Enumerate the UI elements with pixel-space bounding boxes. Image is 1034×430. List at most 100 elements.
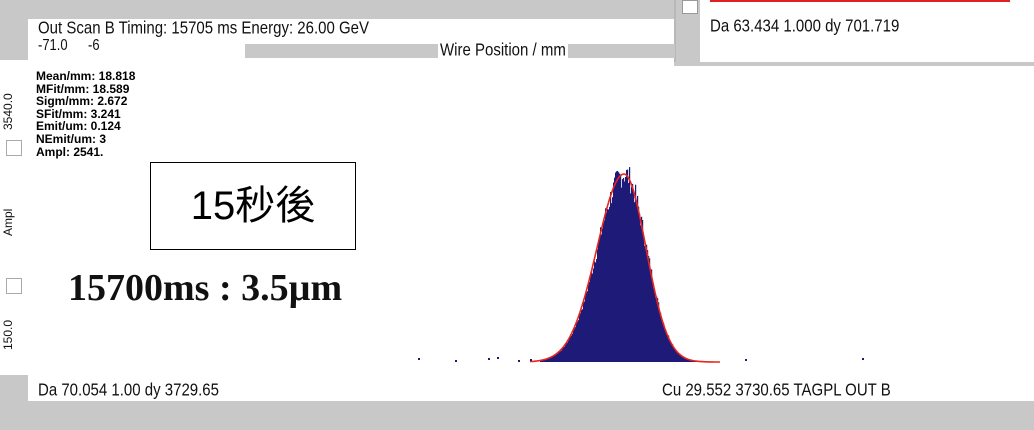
- histogram-bar: [587, 291, 589, 362]
- histogram-bar: [691, 360, 693, 362]
- histogram-bar: [632, 183, 634, 362]
- histogram-bar: [595, 262, 597, 362]
- stat-mean: Mean/mm: 18.818: [36, 69, 136, 83]
- histogram-bar: [629, 167, 631, 362]
- histogram-bar: [573, 328, 575, 362]
- histogram-bar: [653, 288, 655, 362]
- histogram-bar: [561, 350, 563, 362]
- histogram-bar: [666, 332, 668, 362]
- histogram-bar: [584, 301, 586, 362]
- histogram-bar: [598, 240, 600, 362]
- histogram-bar: [646, 244, 648, 362]
- bottom-right-readout: Cu 29.552 3730.65 TAGPL OUT B: [662, 380, 891, 401]
- histogram-bar: [641, 216, 643, 362]
- histogram-bar: [583, 299, 585, 362]
- histogram-bar: [603, 223, 605, 362]
- range-right: -6: [88, 36, 100, 54]
- histogram-bar: [570, 335, 572, 362]
- histogram-bar: [658, 302, 660, 362]
- gaussian-fit-curve: [529, 173, 720, 363]
- histogram-bar: [582, 309, 584, 362]
- histogram-bar: [628, 183, 630, 362]
- histogram-bar: [542, 360, 544, 362]
- histogram-bar: [555, 355, 557, 362]
- noise-point: [418, 358, 420, 360]
- histogram-bar: [675, 349, 677, 362]
- histogram-bar: [589, 282, 591, 362]
- histogram-bar: [610, 192, 612, 362]
- yaxis-strip: [0, 60, 28, 375]
- histogram-bar: [556, 353, 558, 362]
- histogram-bar: [601, 234, 603, 362]
- histogram-bar: [618, 172, 620, 362]
- histogram-bar: [636, 201, 638, 362]
- histogram-bar: [608, 209, 610, 362]
- histogram-bar: [606, 212, 608, 362]
- histogram-bar: [679, 353, 681, 362]
- histogram-bar: [541, 360, 543, 362]
- histogram-bar: [664, 328, 666, 362]
- histogram-bar: [563, 346, 565, 362]
- histogram-bar: [569, 338, 571, 362]
- histogram-bar: [673, 347, 675, 362]
- histogram-bar: [657, 298, 659, 362]
- histogram-bar: [624, 181, 626, 362]
- histogram-bar: [593, 268, 595, 362]
- histogram-bar: [578, 320, 580, 362]
- histogram-bar: [577, 321, 579, 362]
- histogram-bar: [564, 346, 566, 362]
- histogram-bar: [639, 213, 641, 362]
- histogram-bar: [574, 328, 576, 362]
- histogram-bar: [611, 203, 613, 362]
- histogram-bar: [615, 172, 617, 362]
- histogram-bar: [690, 360, 692, 362]
- histogram-bar: [649, 258, 651, 362]
- histogram-bar: [548, 358, 550, 362]
- red-accent-line: [710, 0, 1010, 2]
- checkbox[interactable]: [682, 0, 698, 14]
- histogram-bar: [547, 358, 549, 362]
- histogram-bar: [590, 273, 592, 362]
- histogram-bar: [566, 342, 568, 362]
- noise-point: [488, 358, 490, 360]
- histogram-bar: [552, 356, 554, 362]
- histogram-bar: [623, 177, 625, 362]
- histogram-bar: [683, 356, 685, 362]
- histogram-bar: [684, 357, 686, 362]
- histogram-bar: [609, 206, 611, 362]
- histogram-bar: [634, 202, 636, 362]
- stats-block: Mean/mm: 18.818 MFit/mm: 18.589 Sigm/mm:…: [36, 70, 135, 158]
- histogram-bar: [553, 356, 555, 362]
- histogram-bar: [642, 220, 644, 362]
- histogram-bar: [660, 312, 662, 362]
- histogram-bar: [622, 179, 624, 362]
- histogram-bar: [685, 357, 687, 362]
- histogram-bar: [544, 359, 546, 362]
- histogram-bar: [686, 358, 688, 362]
- stat-sigma: Sigm/mm: 2.672: [36, 94, 128, 109]
- histogram-bar: [645, 248, 647, 362]
- histogram-bar: [557, 353, 559, 362]
- noise-point: [497, 357, 499, 359]
- histogram-bar: [667, 335, 669, 362]
- histogram-bar: [678, 353, 680, 362]
- top-right-readout: Da 63.434 1.000 dy 701.719: [710, 16, 900, 37]
- histogram-bar: [671, 344, 673, 362]
- noise-point: [862, 358, 864, 360]
- histogram-bar: [607, 209, 609, 362]
- histogram-bar: [655, 297, 657, 362]
- histogram-bar: [644, 245, 646, 362]
- histogram-bar: [627, 169, 629, 362]
- histogram-bar: [586, 292, 588, 362]
- histogram-bar: [585, 292, 587, 362]
- histogram-bar: [682, 356, 684, 362]
- stat-mfit: MFit/mm: 18.589: [36, 81, 130, 96]
- histogram-bar: [614, 177, 616, 362]
- histogram-bar: [650, 272, 652, 362]
- range-left: -71.0: [38, 36, 68, 54]
- stat-ampl: Ampl: 2541.: [36, 144, 104, 159]
- histogram-bar: [559, 351, 561, 362]
- histogram-bar: [602, 228, 604, 362]
- histogram-bar: [659, 311, 661, 362]
